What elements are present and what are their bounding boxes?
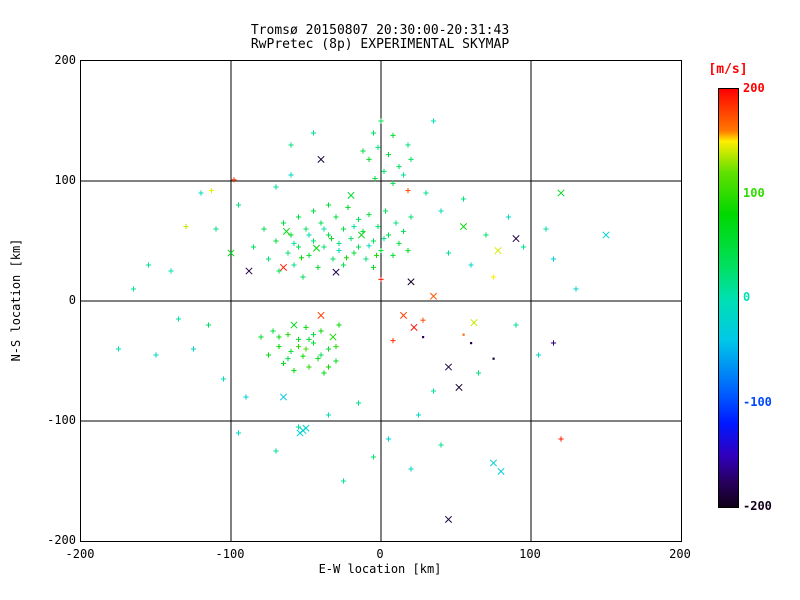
y-tick-label: 100	[54, 173, 76, 187]
x-tick-label: -200	[65, 547, 95, 561]
plot-area	[80, 60, 682, 542]
scatter-point	[422, 336, 425, 339]
colorbar-tick-label: 0	[743, 290, 751, 304]
colorbar-tick-label: -100	[743, 394, 772, 409]
x-axis-label: E-W location [km]	[318, 562, 442, 576]
y-tick-label: -100	[47, 413, 76, 427]
scatter-point	[492, 357, 495, 360]
scatter-plot-canvas	[81, 61, 681, 541]
colorbar-tick-label: 200	[743, 81, 765, 95]
y-tick-label: -200	[47, 533, 76, 547]
x-tick-label: 0	[376, 547, 384, 561]
colorbar-tick-label: -200	[743, 499, 772, 513]
colorbar-label: [m/s]	[708, 62, 748, 77]
y-axis-label: N-S location [km]	[9, 238, 23, 362]
x-tick-label: -100	[215, 547, 245, 561]
chart-title-line2: RwPretec (8p) EXPERIMENTAL SKYMAP	[250, 37, 510, 52]
chart-title-line1: Tromsø 20150807 20:30:00-20:31:43	[250, 23, 510, 38]
chart-title: Tromsø 20150807 20:30:00-20:31:43 RwPret…	[80, 24, 680, 52]
colorbar-tick-label: 100	[743, 185, 765, 200]
scatter-point	[470, 342, 473, 345]
y-tick-label: 0	[68, 293, 76, 307]
y-tick-label: 200	[54, 53, 76, 67]
colorbar-gradient	[718, 88, 739, 508]
x-tick-label: 100	[519, 547, 541, 561]
scatter-point	[462, 333, 465, 336]
x-tick-label: 200	[669, 547, 691, 561]
